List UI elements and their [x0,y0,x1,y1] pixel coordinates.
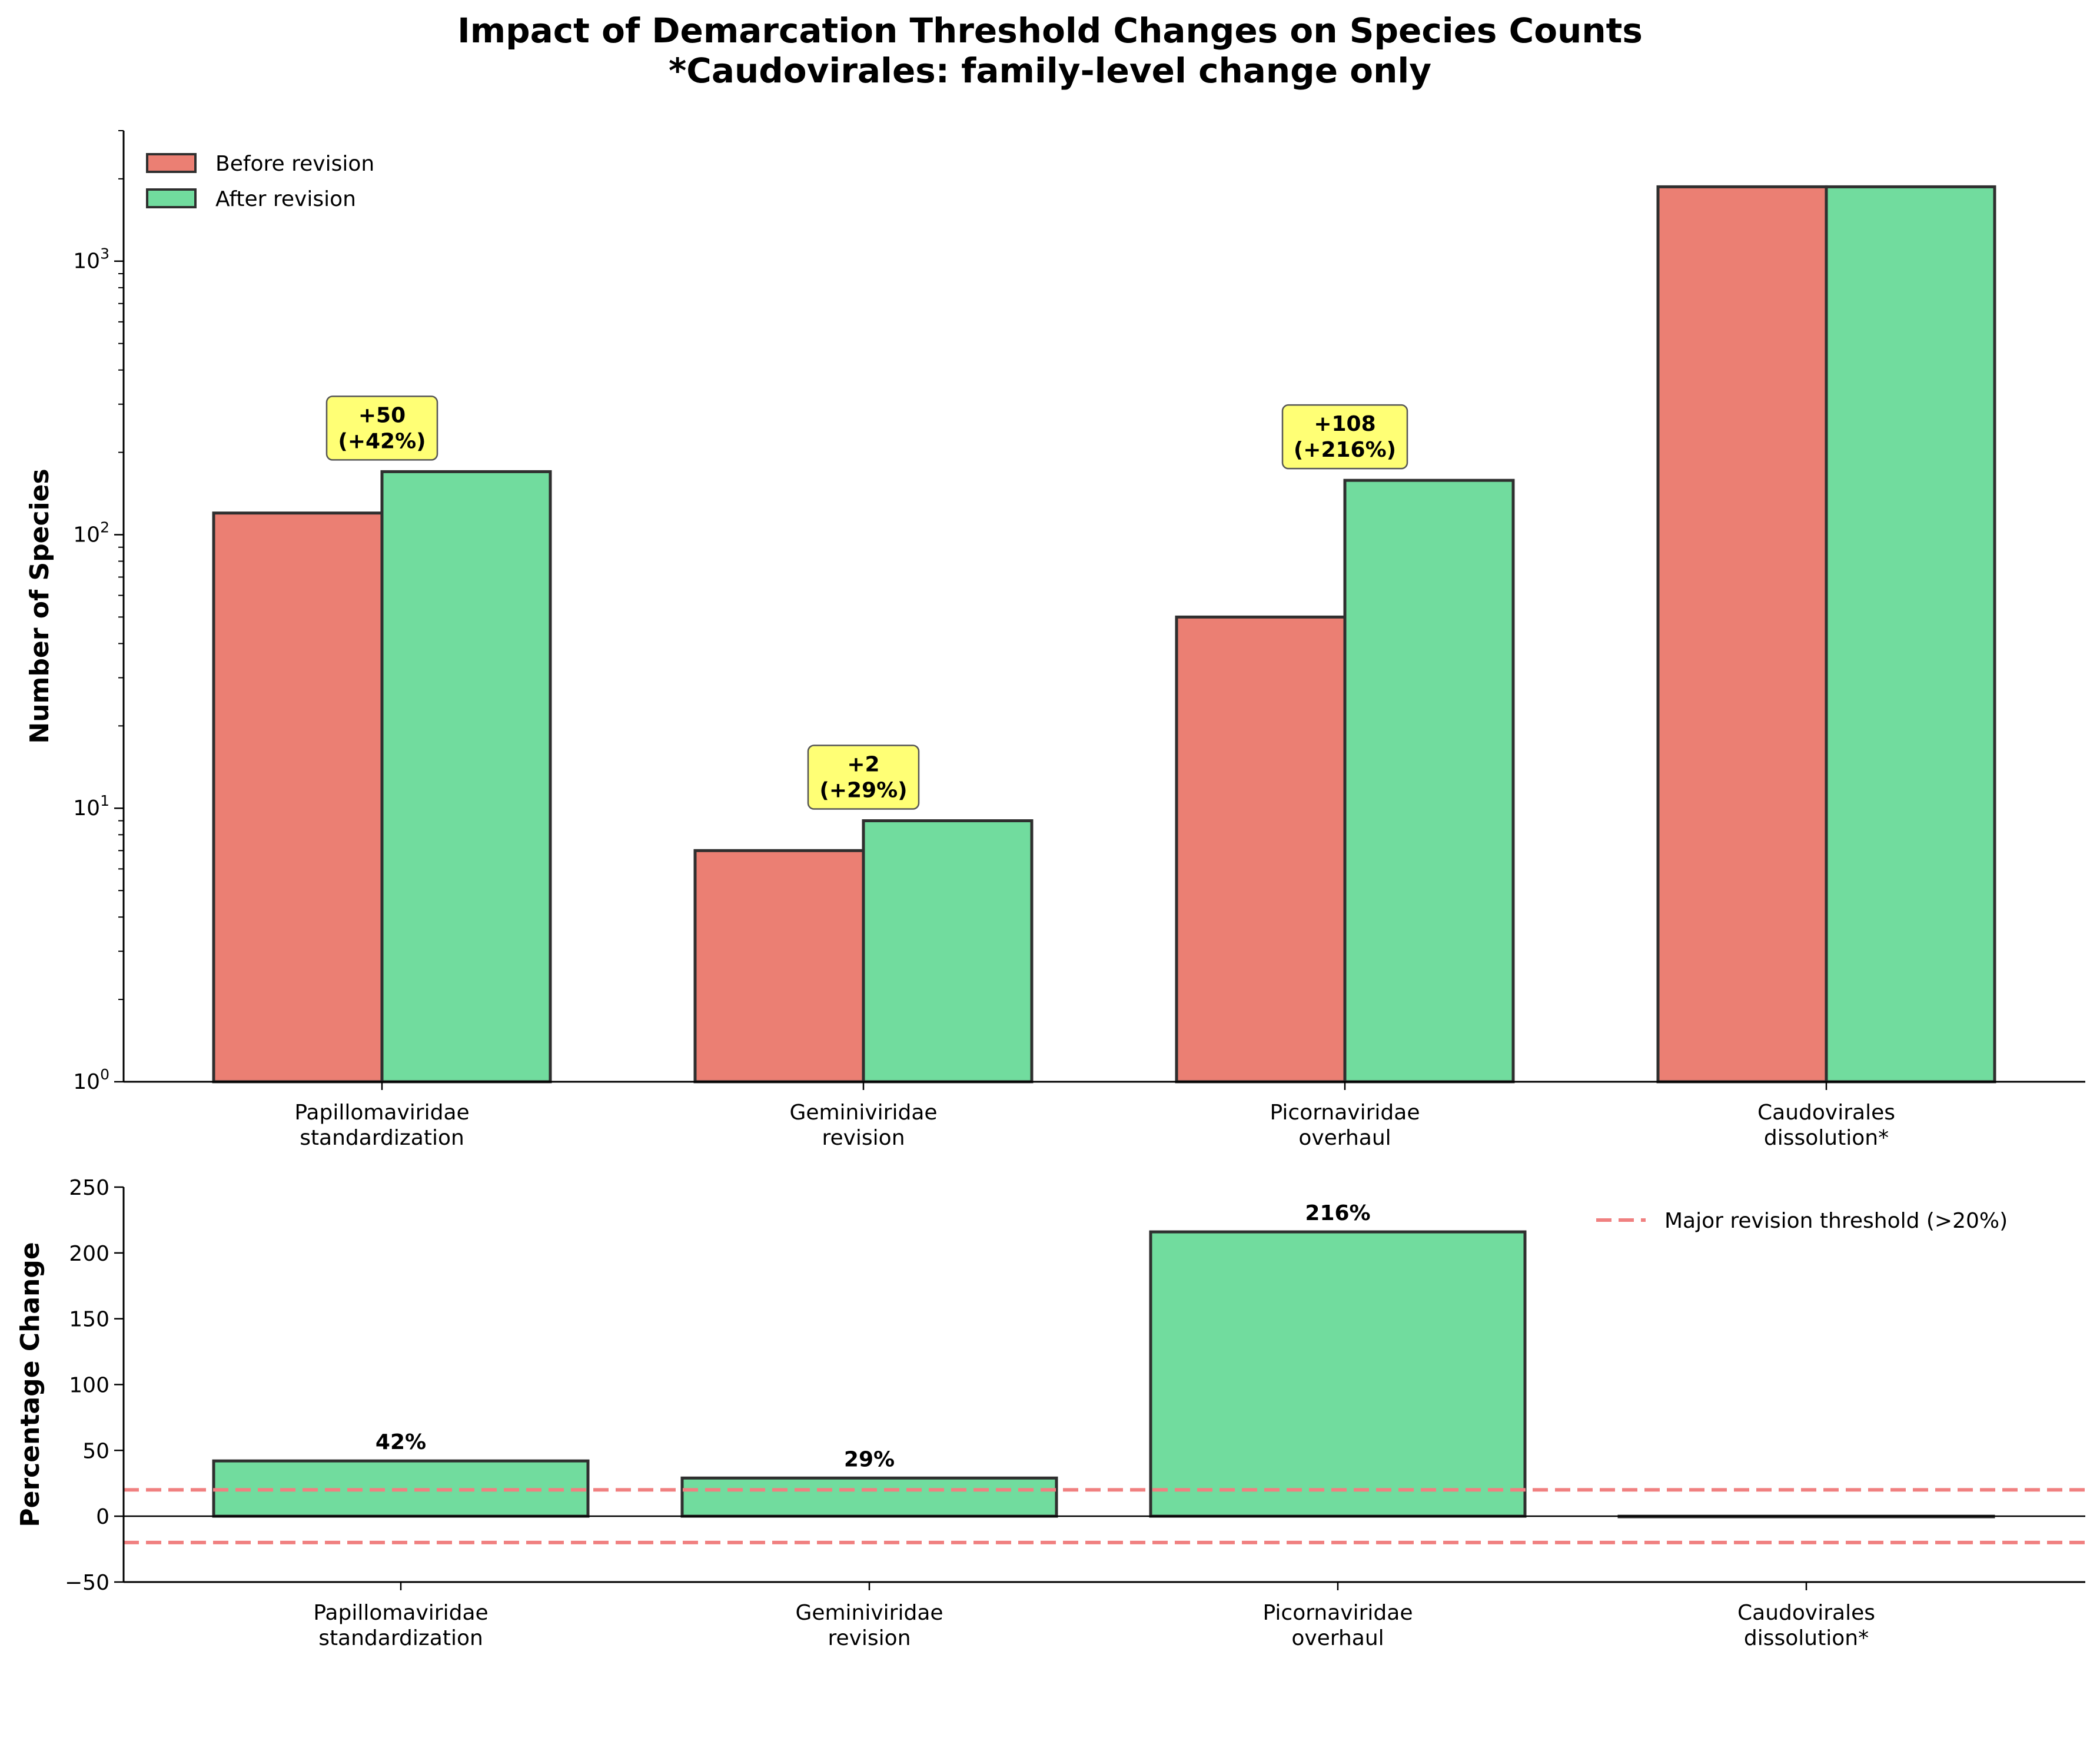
percentage-change-chart: −50 0 50 100 150 200 250 42% Papillomaviridaesta… [15,1176,2085,1650]
x-tick-label: overhaul [1298,1126,1391,1150]
change-annotation-box [1281,404,1408,470]
x-tick-label: Picornaviridae [1270,1101,1420,1125]
change-annotation-text: +2 [847,753,879,777]
x-tick-label: revision [822,1126,905,1150]
y-tick-label: −50 [65,1571,109,1595]
y-tick-label: 100 [69,1374,109,1398]
y-tick-label: 50 [82,1439,109,1463]
x-tick-label: revision [828,1626,911,1650]
bar-after [380,470,552,1084]
bar-before [1656,185,1828,1084]
x-tick-label: dissolution* [1764,1126,1889,1150]
y-tick-label: 101 [73,792,109,820]
change-annotation-text: +50 [358,403,406,427]
y-axis-label: Percentage Change [15,1242,45,1527]
change-annotation-text: (+29%) [819,779,907,803]
y-tick-label: 103 [73,245,109,274]
change-annotation-box [325,396,438,461]
bar-before [693,849,865,1084]
legend-swatch [146,153,197,173]
y-tick-label: 0 [96,1505,109,1529]
change-annotation-text: (+42%) [338,429,426,453]
x-tick-label: Papillomaviridae [313,1601,488,1625]
y-tick-label: 200 [69,1242,109,1266]
bar-before [1175,615,1347,1084]
change-annotation-box [807,745,920,810]
percent-bar [1149,1230,1527,1518]
bar-after [1825,185,1996,1084]
percent-bar [680,1476,1058,1518]
x-tick-label: Caudovirales [1757,1101,1895,1125]
legend-label: Major revision threshold (>20%) [1664,1209,2008,1233]
figure-title: Impact of Demarcation Threshold Changes … [0,11,2100,91]
y-tick-label: 102 [73,519,109,547]
x-tick-label: Papillomaviridae [294,1101,469,1125]
legend-swatch [146,188,197,208]
x-tick-label: Geminiviridae [789,1101,937,1125]
x-tick-label: Picornaviridae [1263,1601,1413,1625]
change-annotation-text: (+216%) [1294,438,1396,462]
y-tick-label: 100 [73,1066,109,1094]
legend-label: Before revision [215,152,374,176]
x-tick-label: dissolution* [1744,1626,1869,1650]
percent-value-label: 29% [844,1447,895,1471]
bar-after [862,819,1034,1084]
y-axis-label: Number of Species [25,468,55,743]
x-tick-label: standardization [300,1126,464,1150]
x-tick-label: Caudovirales [1737,1601,1875,1625]
legend-label: After revision [215,187,356,211]
percent-value-label: 42% [376,1430,426,1454]
x-tick-label: Geminiviridae [795,1601,943,1625]
percent-value-label: 216% [1305,1201,1370,1225]
figure-title-line-2: *Caudovirales: family-level change only [668,51,1432,91]
bar-before [212,511,384,1084]
y-tick-label: 250 [69,1176,109,1200]
change-annotation-text: +108 [1314,412,1375,436]
y-tick-label: 150 [69,1308,109,1332]
bar-after [1343,478,1515,1084]
x-tick-label: standardization [318,1626,483,1650]
figure-title-line-1: Impact of Demarcation Threshold Changes … [457,11,1643,51]
x-tick-label: overhaul [1291,1626,1384,1650]
species-count-chart: 100 101 102 103 Papillomaviridaestandardizat… [25,130,2085,1150]
